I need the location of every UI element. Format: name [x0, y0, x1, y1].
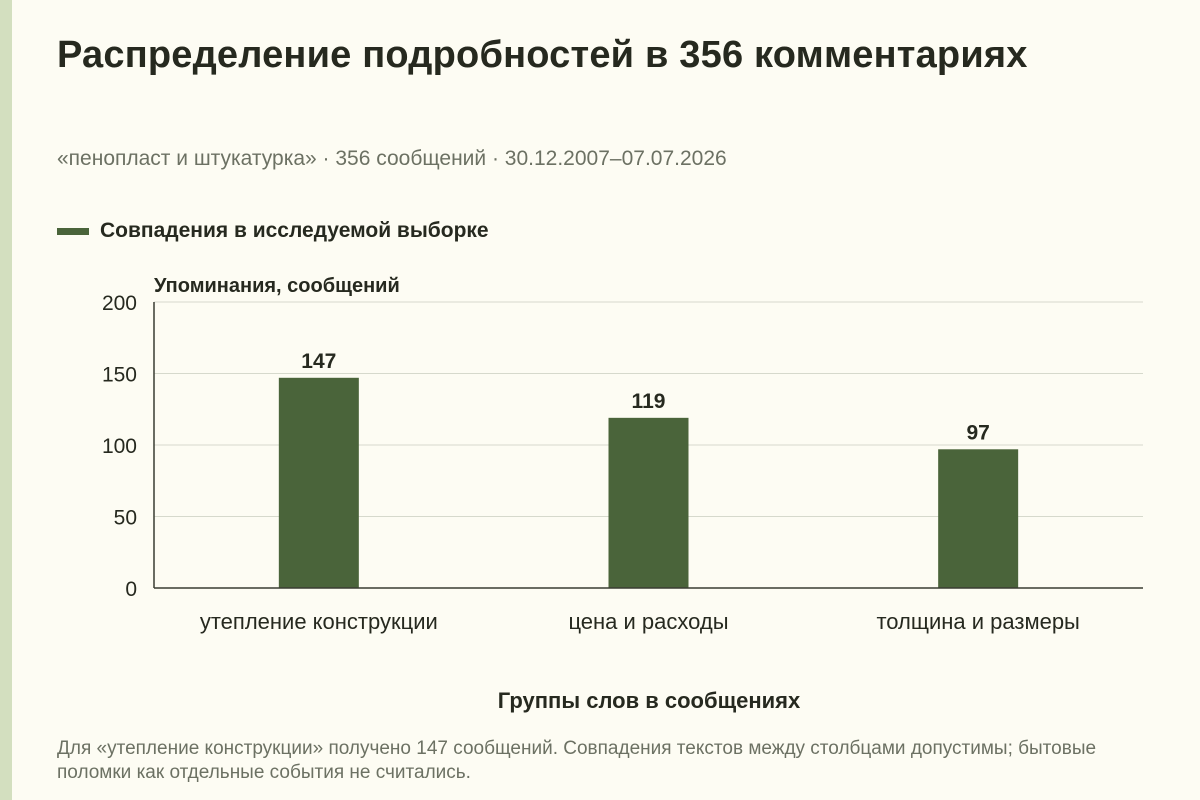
x-tick-label: толщина и размеры	[876, 609, 1079, 634]
x-tick-label: утепление конструкции	[200, 609, 438, 634]
y-tick-label: 0	[125, 578, 137, 601]
accent-stripe	[0, 0, 12, 800]
y-tick-label: 150	[102, 364, 137, 387]
bar	[278, 377, 359, 588]
x-axis-label: Группы слов в сообщениях	[498, 688, 801, 713]
footnote: Для «утепление конструкции» получено 147…	[57, 738, 1097, 783]
legend: Совпадения в исследуемой выборке	[57, 219, 489, 243]
legend-swatch	[57, 227, 89, 235]
chart-subtitle: «пенопласт и штукатурка» · 356 сообщений…	[57, 147, 727, 170]
bar	[608, 417, 689, 588]
y-tick-label: 100	[102, 435, 137, 458]
bar-value-label: 147	[301, 350, 336, 373]
bar	[938, 449, 1019, 588]
x-tick-label: цена и расходы	[568, 609, 728, 634]
y-tick-label: 200	[102, 292, 137, 315]
bar-value-label: 97	[966, 421, 989, 444]
y-axis-label: Упоминания, сообщений	[154, 275, 400, 297]
bar-value-label: 119	[632, 390, 666, 413]
y-tick-label: 50	[114, 507, 137, 530]
legend-label: Совпадения в исследуемой выборке	[100, 219, 489, 242]
chart-title: Распределение подробностей в 356 коммент…	[57, 34, 1028, 76]
